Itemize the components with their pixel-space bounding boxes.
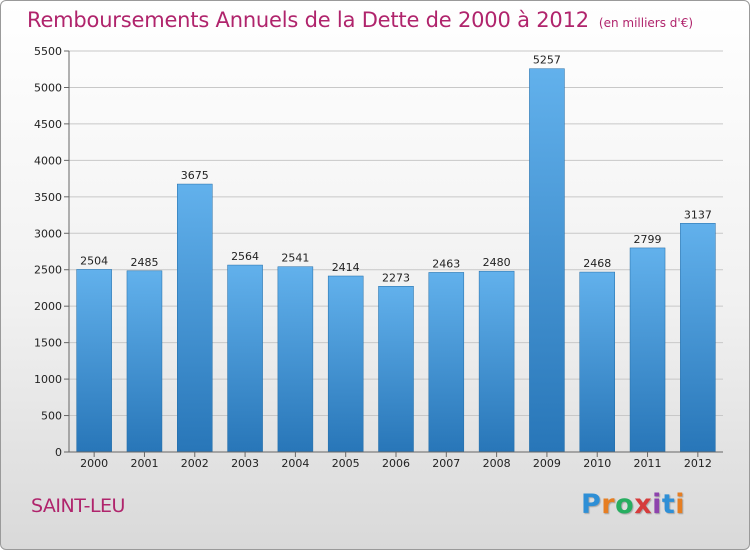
- title-text: Remboursements Annuels de la Dette de 20…: [27, 8, 589, 32]
- logo-letter: o: [615, 489, 635, 520]
- x-tick-label-2011: 2011: [634, 457, 662, 470]
- labels: 2504 2485 3675 2564 2541 2414 2273 2463 2480 5257…: [80, 54, 712, 285]
- y-tick-label: 5500: [34, 45, 62, 58]
- y-tick-label: 1500: [34, 337, 62, 350]
- x-tick-label-2003: 2003: [231, 457, 259, 470]
- bar-2005: [327, 275, 364, 453]
- x-tick-label-2000: 2000: [80, 457, 108, 470]
- data-label-2003: 2564: [231, 250, 259, 263]
- logo-letter: i: [675, 489, 686, 520]
- proxiti-logo: Proxiti: [581, 489, 685, 520]
- y-tick-label: 5000: [34, 81, 62, 94]
- data-label-2005: 2414: [332, 261, 360, 274]
- data-label-2000: 2504: [80, 254, 108, 267]
- data-label-2001: 2485: [130, 256, 158, 269]
- bars: [76, 68, 716, 453]
- bar-2002: [177, 183, 213, 453]
- data-label-2004: 2541: [281, 252, 309, 265]
- x-tick-label-2005: 2005: [332, 457, 360, 470]
- bar-2010: [579, 271, 615, 453]
- x-tick-label-2002: 2002: [181, 457, 209, 470]
- x-tick-label-2009: 2009: [533, 457, 561, 470]
- y-tick-label: 2000: [34, 300, 62, 313]
- data-label-2002: 3675: [181, 169, 209, 182]
- chart-title: Remboursements Annuels de la Dette de 20…: [27, 8, 693, 32]
- x-tick-label-2001: 2001: [130, 457, 158, 470]
- x-tick-label-2008: 2008: [483, 457, 511, 470]
- unit-label: (en milliers d'€): [598, 16, 694, 30]
- bar-2011: [629, 247, 666, 453]
- data-label-2010: 2468: [583, 257, 611, 270]
- x-tick-label-2004: 2004: [281, 457, 309, 470]
- logo-letter: t: [661, 489, 676, 520]
- bar-2006: [378, 286, 414, 453]
- y-tick-label: 2500: [34, 264, 62, 277]
- y-tick-label: 0: [55, 446, 62, 459]
- bar-2003: [227, 264, 263, 453]
- data-label-2006: 2273: [382, 271, 410, 284]
- data-label-2009: 5257: [533, 54, 561, 67]
- axes: 0 500 1000 1500 2000 2500 3000 3500 4000 4500 5000…: [34, 45, 723, 470]
- data-label-2007: 2463: [432, 257, 460, 270]
- x-tick-label-2010: 2010: [583, 457, 611, 470]
- bar-2009: [529, 68, 565, 453]
- y-tick-label: 500: [41, 410, 62, 423]
- bar-2007: [428, 272, 465, 453]
- bar-2012: [680, 223, 716, 453]
- logo-letter: x: [634, 489, 653, 520]
- data-label-2011: 2799: [634, 233, 662, 246]
- bar-2004: [277, 266, 314, 453]
- city-name: SAINT-LEU: [31, 495, 125, 517]
- y-tick-label: 3000: [34, 227, 62, 240]
- y-tick-label: 4500: [34, 118, 62, 131]
- y-tick-label: 1000: [34, 373, 62, 386]
- x-tick-label-2012: 2012: [684, 457, 712, 470]
- bar-2001: [126, 270, 163, 453]
- logo-letter: P: [581, 489, 602, 520]
- x-tick-label-2006: 2006: [382, 457, 410, 470]
- bar-2000: [76, 269, 112, 453]
- bar-2008: [478, 270, 515, 453]
- data-label-2012: 3137: [684, 208, 712, 221]
- logo-letter: r: [601, 489, 616, 520]
- data-label-2008: 2480: [483, 256, 511, 269]
- x-tick-label-2007: 2007: [432, 457, 460, 470]
- y-tick-label: 4000: [34, 154, 62, 167]
- logo-letter: i: [652, 489, 662, 520]
- y-tick-label: 3500: [34, 191, 62, 204]
